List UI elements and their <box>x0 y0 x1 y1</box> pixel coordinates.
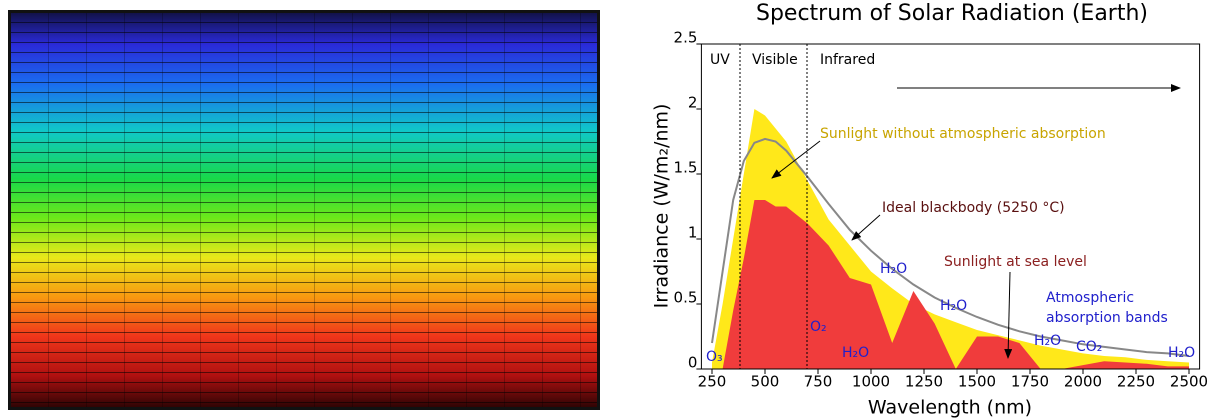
molecule-label: H₂O <box>842 345 869 361</box>
y-axis-label: Irradiance (W/m₂/nm) <box>651 104 673 309</box>
region-label: UV <box>710 52 730 68</box>
y-tick-label: 0 <box>688 354 698 372</box>
arrow <box>851 214 881 241</box>
x-tick-label: 1250 <box>905 373 943 391</box>
x-tick-label: 750 <box>804 373 833 391</box>
molecule-label: H₂O <box>940 298 967 314</box>
annotation: Ideal blackbody (5250 °C) <box>882 200 1065 216</box>
arrow <box>1004 271 1013 359</box>
molecule-label: O₂ <box>810 319 827 335</box>
x-tick-label: 1750 <box>1011 373 1049 391</box>
area <box>712 200 1189 369</box>
annotation: Sunlight at sea level <box>944 254 1087 270</box>
y-tick-label: 2 <box>688 94 698 112</box>
arrow <box>771 140 821 179</box>
x-tick-label: 1500 <box>958 373 996 391</box>
molecule-label: O₃ <box>706 349 723 365</box>
x-tick-label: 500 <box>751 373 780 391</box>
x-tick-label: 250 <box>698 373 727 391</box>
line <box>711 137 1190 357</box>
y-tick-label: 2.5 <box>674 29 698 47</box>
x-tick-label: 2000 <box>1064 373 1102 391</box>
molecule-label: H₂O <box>880 261 907 277</box>
annotation: Atmospheric <box>1046 290 1134 306</box>
solar-spectrum-image <box>8 10 600 410</box>
molecule-label: CO₂ <box>1076 339 1102 355</box>
x-axis-label: Wavelength (nm) <box>868 397 1032 419</box>
plot-area <box>711 109 1190 369</box>
annotation: absorption bands <box>1046 310 1168 326</box>
y-tick-label: 1 <box>688 224 698 242</box>
molecule-label: H₂O <box>1168 345 1195 361</box>
region-label: Visible <box>752 52 798 68</box>
x-tick-label: 1000 <box>852 373 890 391</box>
chart-title: Spectrum of Solar Radiation (Earth) <box>756 1 1148 26</box>
y-tick-label: 0.5 <box>674 289 698 307</box>
x-tick-label: 2500 <box>1170 373 1208 391</box>
region-label: Infrared <box>820 52 875 68</box>
annotation: Sunlight without atmospheric absorption <box>820 126 1106 142</box>
y-tick-label: 1.5 <box>674 159 698 177</box>
plot-frame <box>700 43 1201 370</box>
molecule-label: H₂O <box>1034 333 1061 349</box>
x-tick-label: 2250 <box>1117 373 1155 391</box>
